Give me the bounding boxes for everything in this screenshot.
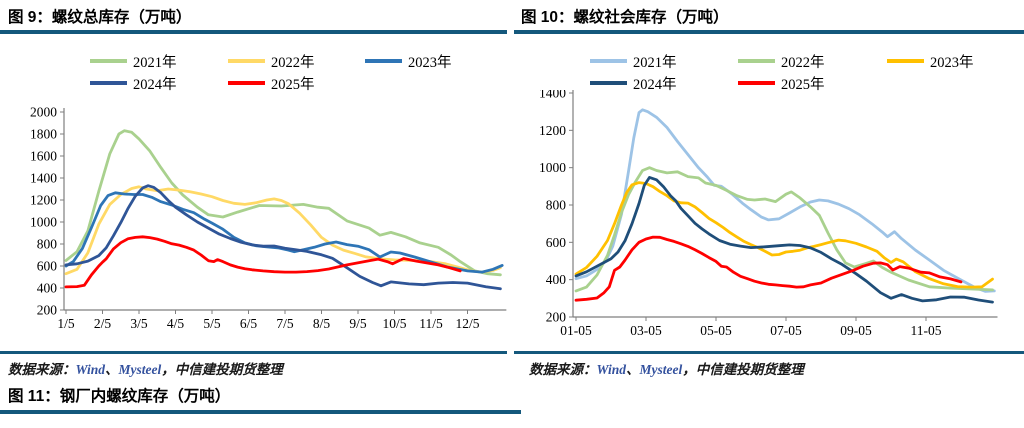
x-tick-label: 7/5 [276, 316, 294, 331]
source-separator: 、 [105, 362, 119, 377]
series-line-2022年 [64, 185, 502, 276]
figure9-legend: 2021年 2022年 2023年 2024年 2025年 [0, 50, 512, 96]
legend-swatch [738, 59, 775, 63]
legend-item-2025年: 2025年 [228, 74, 315, 93]
x-tick-label: 09-05 [840, 323, 872, 338]
x-tick-label: 2/5 [94, 316, 112, 331]
source-mysteel: Mysteel [639, 362, 683, 377]
x-tick-label: 6/5 [240, 316, 258, 331]
legend-label: 2024年 [133, 76, 177, 93]
legend-item-2024年: 2024年 [90, 74, 177, 93]
figure9-line-chart: 200 400 600 800 1000 1200 1400 1600 1800 2000 1/5 2… [30, 105, 507, 331]
legend-item-2022年: 2022年 [228, 52, 315, 71]
source-mysteel: Mysteel [118, 362, 162, 377]
x-tick-label: 05-05 [700, 323, 732, 338]
y-tick-label: 1600 [30, 149, 57, 164]
y-tick-label: 1000 [539, 160, 566, 175]
figure9-source-text: 数据来源：Wind、Mysteel，中信建投期货整理 [8, 358, 283, 378]
legend-label: 2024年 [633, 76, 677, 93]
figure11-title: 图 11：钢厂内螺纹库存（万吨） [8, 388, 231, 405]
x-tick-label: 07-05 [770, 323, 802, 338]
y-tick-label: 1200 [30, 193, 57, 208]
figure10-legend: 2021年 2022年 2023年 2024年 2025年 [512, 50, 1024, 96]
x-tick-label: 11-05 [911, 323, 942, 338]
legend-item-2023年: 2023年 [887, 52, 974, 71]
x-tick-label: 5/5 [203, 316, 221, 331]
series-line-2024年 [64, 184, 502, 291]
legend-label: 2021年 [133, 54, 177, 71]
legend-swatch [90, 81, 127, 85]
x-tick-label: 4/5 [167, 316, 185, 331]
series-line-2025年 [574, 235, 963, 302]
figure10-title: 图 10：螺纹社会库存（万吨） [521, 9, 729, 26]
series-line-2024年 [574, 176, 994, 304]
legend-label: 2025年 [781, 76, 825, 93]
legend-label: 2022年 [271, 54, 315, 71]
x-tick-label: 01-05 [560, 323, 592, 338]
legend-swatch [590, 81, 627, 85]
figure9-source-divider [0, 351, 507, 354]
y-tick-label: 1800 [30, 127, 57, 142]
legend-label: 2023年 [408, 54, 452, 71]
figure10-source-text: 数据来源：Wind、Mysteel，中信建投期货整理 [529, 358, 804, 378]
legend-label: 2025年 [271, 76, 315, 93]
x-tick-label: 8/5 [313, 316, 331, 331]
x-tick-label: 3/5 [130, 316, 148, 331]
source-prefix: 数据来源： [8, 362, 76, 377]
legend-label: 2021年 [633, 54, 677, 71]
x-tick-label: 10/5 [382, 316, 406, 331]
y-tick-label: 800 [546, 198, 567, 213]
series-line-2021年 [574, 108, 996, 293]
y-tick-label: 200 [546, 310, 567, 325]
y-tick-label: 400 [37, 281, 58, 296]
figure9-title: 图 9：螺纹总库存（万吨） [8, 9, 192, 26]
y-tick-label: 1400 [539, 90, 566, 101]
legend-swatch [90, 59, 127, 63]
source-prefix: 数据来源： [529, 362, 597, 377]
legend-swatch [738, 81, 775, 85]
legend-swatch [228, 59, 265, 63]
legend-swatch [228, 81, 265, 85]
y-tick-label: 800 [37, 237, 58, 252]
figure10-source-divider [514, 351, 1024, 354]
series-line-2021年 [64, 129, 502, 277]
source-wind: Wind [596, 362, 627, 377]
y-tick-label: 200 [37, 303, 58, 318]
legend-label: 2022年 [781, 54, 825, 71]
figure10-title-divider [514, 30, 1024, 34]
legend-item-2024年: 2024年 [590, 74, 677, 93]
legend-swatch [590, 59, 627, 63]
y-tick-label: 600 [37, 259, 58, 274]
legend-item-2021年: 2021年 [590, 52, 677, 71]
legend-item-2021年: 2021年 [90, 52, 177, 71]
x-tick-label: 9/5 [349, 316, 367, 331]
source-wind: Wind [75, 362, 106, 377]
x-tick-label: 1/5 [57, 316, 75, 331]
y-tick-label: 1000 [30, 215, 57, 230]
x-tick-label: 03-05 [630, 323, 662, 338]
y-tick-label: 1400 [30, 171, 57, 186]
y-tick-label: 2000 [30, 105, 57, 120]
figure11-title-divider [0, 410, 521, 414]
series-line-2025年 [64, 235, 462, 289]
figure9-title-divider [0, 30, 507, 34]
x-tick-label: 12/5 [455, 316, 479, 331]
legend-swatch [887, 59, 924, 63]
y-tick-label: 1200 [539, 123, 566, 138]
series-line-2023年 [574, 181, 994, 289]
legend-item-2023年: 2023年 [365, 52, 452, 71]
source-separator: 、 [626, 362, 640, 377]
legend-item-2025年: 2025年 [738, 74, 825, 93]
x-tick-label: 11/5 [419, 316, 443, 331]
y-tick-label: 400 [546, 272, 567, 287]
legend-swatch [365, 59, 402, 63]
source-suffix: ，中信建投期货整理 [161, 362, 283, 377]
source-suffix: ，中信建投期货整理 [682, 362, 804, 377]
legend-label: 2023年 [930, 54, 974, 71]
figure10-line-chart: 200 400 600 800 1000 1200 1400 01-05 03-05 05-05 0… [539, 90, 998, 338]
legend-item-2022年: 2022年 [738, 52, 825, 71]
y-tick-label: 600 [546, 235, 567, 250]
